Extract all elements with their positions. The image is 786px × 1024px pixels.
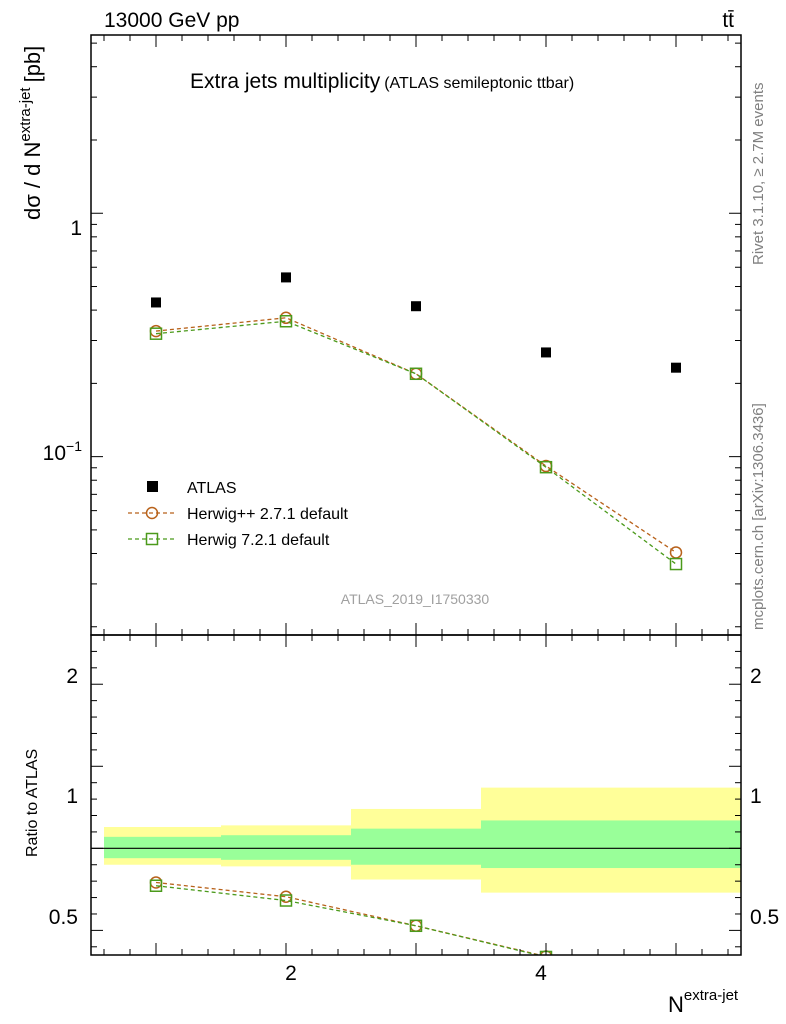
ratio-ytick-label-left-1: 1 (66, 785, 78, 808)
ratio-data-layer (91, 787, 741, 992)
chart-title-main: Extra jets multiplicity (190, 70, 381, 93)
stat-uncertainty-band (351, 828, 481, 865)
main-y-axis-label: dσ / d Nextra-jet [pb] (17, 46, 45, 220)
ratio-line-0 (155, 881, 543, 955)
xtick-label-2: 2 (285, 962, 297, 985)
stat-uncertainty-band (481, 820, 611, 869)
main-ytick-base: 10 (43, 442, 66, 465)
main-data-layer (149, 272, 683, 571)
ylabel-superscript: extra-jet (17, 87, 34, 142)
xlabel-main: N (668, 992, 684, 1017)
ratio-axis-ticks (91, 634, 741, 955)
atlas-data-point (671, 362, 681, 373)
legend-marker-herwig7 (145, 532, 159, 546)
herwig7-data-point (149, 327, 163, 340)
mc-line-1 (155, 317, 677, 553)
energy-label: 13000 GeV pp (104, 9, 239, 32)
ratio-ytick-label-right-0.5: 0.5 (750, 906, 779, 929)
stat-uncertainty-band (611, 820, 741, 869)
atlas-data-point (281, 272, 291, 283)
main-ytick-exponent: −1 (66, 438, 82, 454)
ratio-herwigpp-point (409, 919, 423, 933)
ratio-y-axis-label: Ratio to ATLAS (24, 749, 41, 857)
legend-label-herwig7: Herwig 7.2.1 default (187, 532, 330, 549)
ratio-ytick-label-right-2: 2 (750, 665, 762, 688)
herwig7-data-point (539, 460, 553, 474)
atlas-data-point (411, 301, 421, 312)
herwig7-data-point (279, 314, 293, 328)
ylabel-unit: [pb] (20, 46, 45, 83)
ratio-line-1 (155, 885, 541, 955)
chart-subtitle: (ATLAS semileptonic ttbar) (384, 75, 574, 92)
ratio-herwig7-point (409, 919, 423, 933)
main-axis-ticks (91, 35, 741, 635)
atlas-data-point (151, 297, 161, 308)
stat-uncertainty-band (221, 835, 351, 860)
rivet-version-label: Rivet 3.1.10, ≥ 2.7M events (750, 83, 767, 266)
ratio-ytick-label-left-0.5: 0.5 (49, 906, 78, 929)
herwigpp-data-point (409, 367, 423, 381)
main-ytick-label-0.1: 10−1 (43, 438, 83, 465)
atlas-data-point (541, 347, 551, 358)
xtick-label-4: 4 (535, 962, 547, 985)
legend-label-herwigpp: Herwig++ 2.7.1 default (187, 506, 349, 523)
legend-marker-atlas (147, 481, 158, 492)
ylabel-main: dσ / d N (20, 142, 45, 220)
main-panel: 1 10−1 dσ / d Nextra-jet [pb] Extra jets … (17, 34, 742, 636)
process-label: tt̄ (722, 9, 734, 32)
ratio-herwig7-point (149, 879, 163, 892)
stat-uncertainty-band (104, 836, 221, 859)
xlabel-superscript: extra-jet (684, 987, 739, 1004)
source-label: mcplots.cern.ch [arXiv:1306.3436] (750, 403, 767, 630)
analysis-id-label: ATLAS_2019_I1750330 (341, 591, 490, 607)
ratio-ytick-label-left-2: 2 (66, 665, 78, 688)
chart-title: Extra jets multiplicity (ATLAS semilepton… (190, 70, 574, 93)
x-axis-label: Nextra-jet (668, 987, 739, 1017)
mc-line-2 (155, 320, 677, 565)
ratio-herwigpp-point (671, 978, 682, 989)
herwig7-data-point (409, 367, 423, 381)
legend-label-atlas: ATLAS (187, 480, 237, 497)
ratio-panel: 2 1 0.5 2 1 0.5 2 4 Ratio to ATLAS Nextr… (24, 634, 779, 1017)
legend-marker-herwigpp (145, 506, 159, 520)
ratio-herwig7-point (279, 894, 293, 907)
main-ytick-label-1: 1 (70, 217, 82, 240)
ratio-ytick-label-right-1: 1 (750, 785, 762, 808)
legend: ATLAS Herwig++ 2.7.1 default Herwig 7.2.… (128, 480, 349, 549)
herwigpp-data-point (669, 546, 683, 559)
ratio-herwig7-point (671, 981, 682, 992)
herwig7-data-point (669, 557, 683, 571)
